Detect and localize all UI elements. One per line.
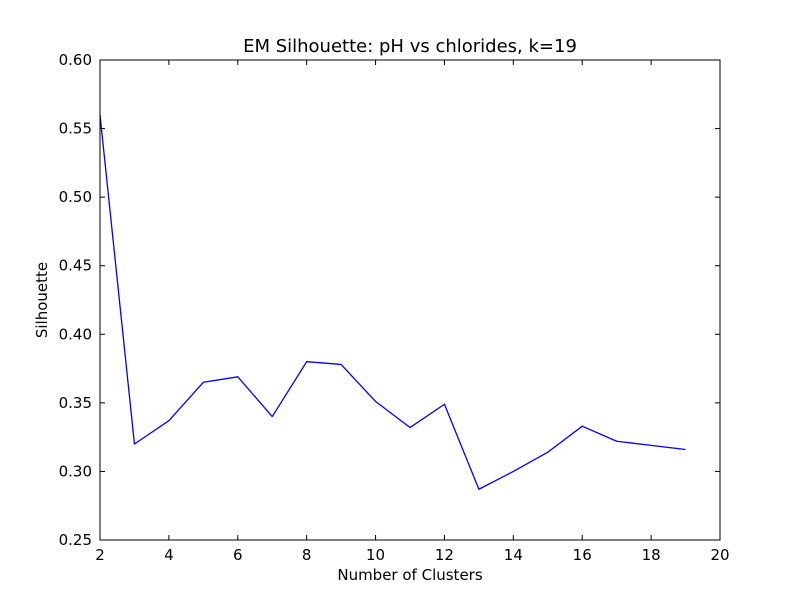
y-tick-label: 0.55 xyxy=(59,120,92,138)
x-tick-label: 6 xyxy=(233,546,243,564)
tick-labels: 2 4 6 8 10 12 14 16 18 20 0.25 0.30 0.35 0.40 0.45 0.50… xyxy=(59,51,730,564)
y-tick-label: 0.45 xyxy=(59,257,92,275)
series-line-0 xyxy=(99,114,686,490)
x-tick-label: 16 xyxy=(573,546,592,564)
y-tick-label: 0.35 xyxy=(59,394,92,412)
y-tick-label: 0.40 xyxy=(59,325,92,343)
x-tick-label: 18 xyxy=(642,546,661,564)
y-tick-label: 0.30 xyxy=(59,462,92,480)
x-tick-label: 20 xyxy=(710,546,729,564)
x-tick-label: 10 xyxy=(366,546,385,564)
x-axis-label: Number of Clusters xyxy=(337,566,482,584)
x-tick-label: 2 xyxy=(95,546,105,564)
x-tick-label: 8 xyxy=(302,546,312,564)
x-tick-label: 12 xyxy=(435,546,454,564)
y-tick-label: 0.60 xyxy=(59,51,92,69)
y-tick-label: 0.50 xyxy=(59,188,92,206)
y-axis-label: Silhouette xyxy=(33,262,51,338)
x-tick-label: 4 xyxy=(164,546,174,564)
x-tick-label: 14 xyxy=(504,546,523,564)
chart-title: EM Silhouette: pH vs chlorides, k=19 xyxy=(243,36,577,57)
plot-area xyxy=(99,114,686,490)
axes-frame xyxy=(99,59,721,541)
y-tick-label: 0.25 xyxy=(59,531,92,549)
